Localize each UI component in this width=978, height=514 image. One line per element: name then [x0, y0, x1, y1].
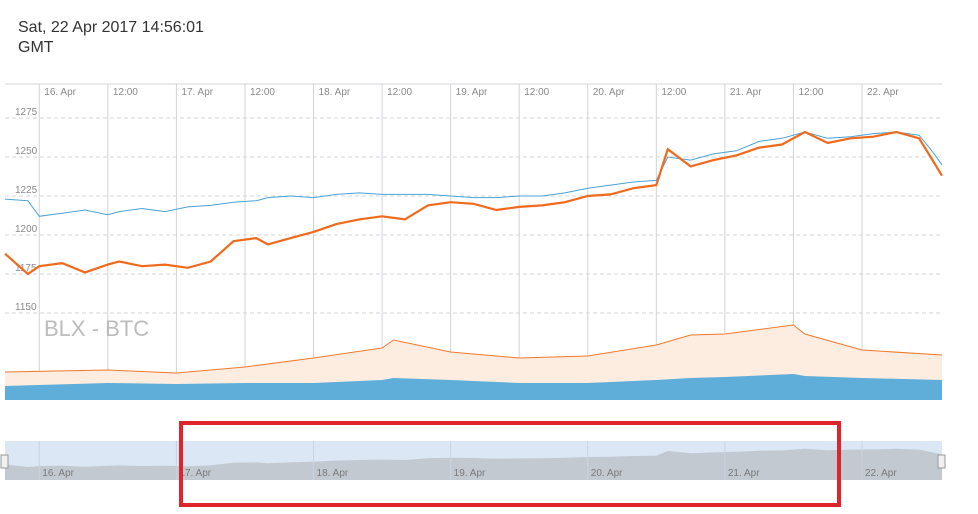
navigator-tick-label: 22. Apr: [865, 468, 897, 479]
volume-area: [4, 324, 943, 400]
grid-layer: [5, 83, 942, 400]
x-axis-ticks: 16. Apr 12:00 17. Apr 12:00 18. Apr 12:00 19. …: [44, 87, 899, 98]
y-tick-label: 1225: [15, 185, 38, 196]
navigator-tick-label: 17. Apr: [179, 468, 211, 479]
x-tick-label: 19. Apr: [456, 87, 488, 98]
x-tick-label: 20. Apr: [593, 87, 625, 98]
volume-blx-line: [4, 324, 943, 374]
x-tick-label: 12:00: [661, 87, 686, 98]
y-tick-label: 1200: [15, 224, 38, 235]
navigator-right-handle[interactable]: [937, 454, 946, 469]
x-tick-label: 12:00: [798, 87, 823, 98]
x-tick-label: 12:00: [113, 87, 138, 98]
highlight-box: [179, 421, 841, 507]
navigator-series: [5, 448, 942, 480]
navigator-tick-label: 16. Apr: [42, 468, 74, 479]
y-tick-label: 1275: [15, 107, 38, 118]
y-tick-label: 1175: [15, 263, 37, 274]
volume-btc-area: [5, 374, 942, 400]
x-tick-label: 21. Apr: [730, 87, 762, 98]
navigator-labels: 16. Apr 17. Apr 18. Apr 19. Apr 20. Apr 21. A…: [38, 441, 897, 480]
x-tick-label: 18. Apr: [319, 87, 351, 98]
header-datetime: Sat, 22 Apr 2017 14:56:01: [18, 19, 204, 36]
navigator[interactable]: 16. Apr 17. Apr 18. Apr 19. Apr 20. Apr 21. A…: [0, 441, 946, 480]
y-tick-label: 1250: [15, 146, 38, 157]
header-timezone: GMT: [18, 39, 54, 56]
navigator-left-handle[interactable]: [0, 454, 9, 469]
y-tick-label: 1150: [15, 302, 37, 313]
series-btc-line[interactable]: [4, 131, 943, 217]
x-tick-label: 17. Apr: [181, 87, 213, 98]
navigator-tick-label: 19. Apr: [454, 468, 486, 479]
navigator-tick-label: 18. Apr: [317, 468, 349, 479]
y-axis-ticks: 1275 1250 1225 1200 1175 1150: [15, 107, 38, 313]
navigator-tick-label: 21. Apr: [728, 468, 760, 479]
series-blx-line[interactable]: [4, 130, 943, 276]
x-tick-label: 22. Apr: [867, 87, 899, 98]
chart-watermark: BLX - BTC: [44, 316, 149, 341]
x-tick-label: 12:00: [250, 87, 275, 98]
x-tick-label: 16. Apr: [44, 87, 76, 98]
x-tick-label: 12:00: [387, 87, 412, 98]
series-layer[interactable]: [4, 130, 943, 276]
navigator-tick-label: 20. Apr: [591, 468, 623, 479]
x-tick-label: 12:00: [524, 87, 549, 98]
